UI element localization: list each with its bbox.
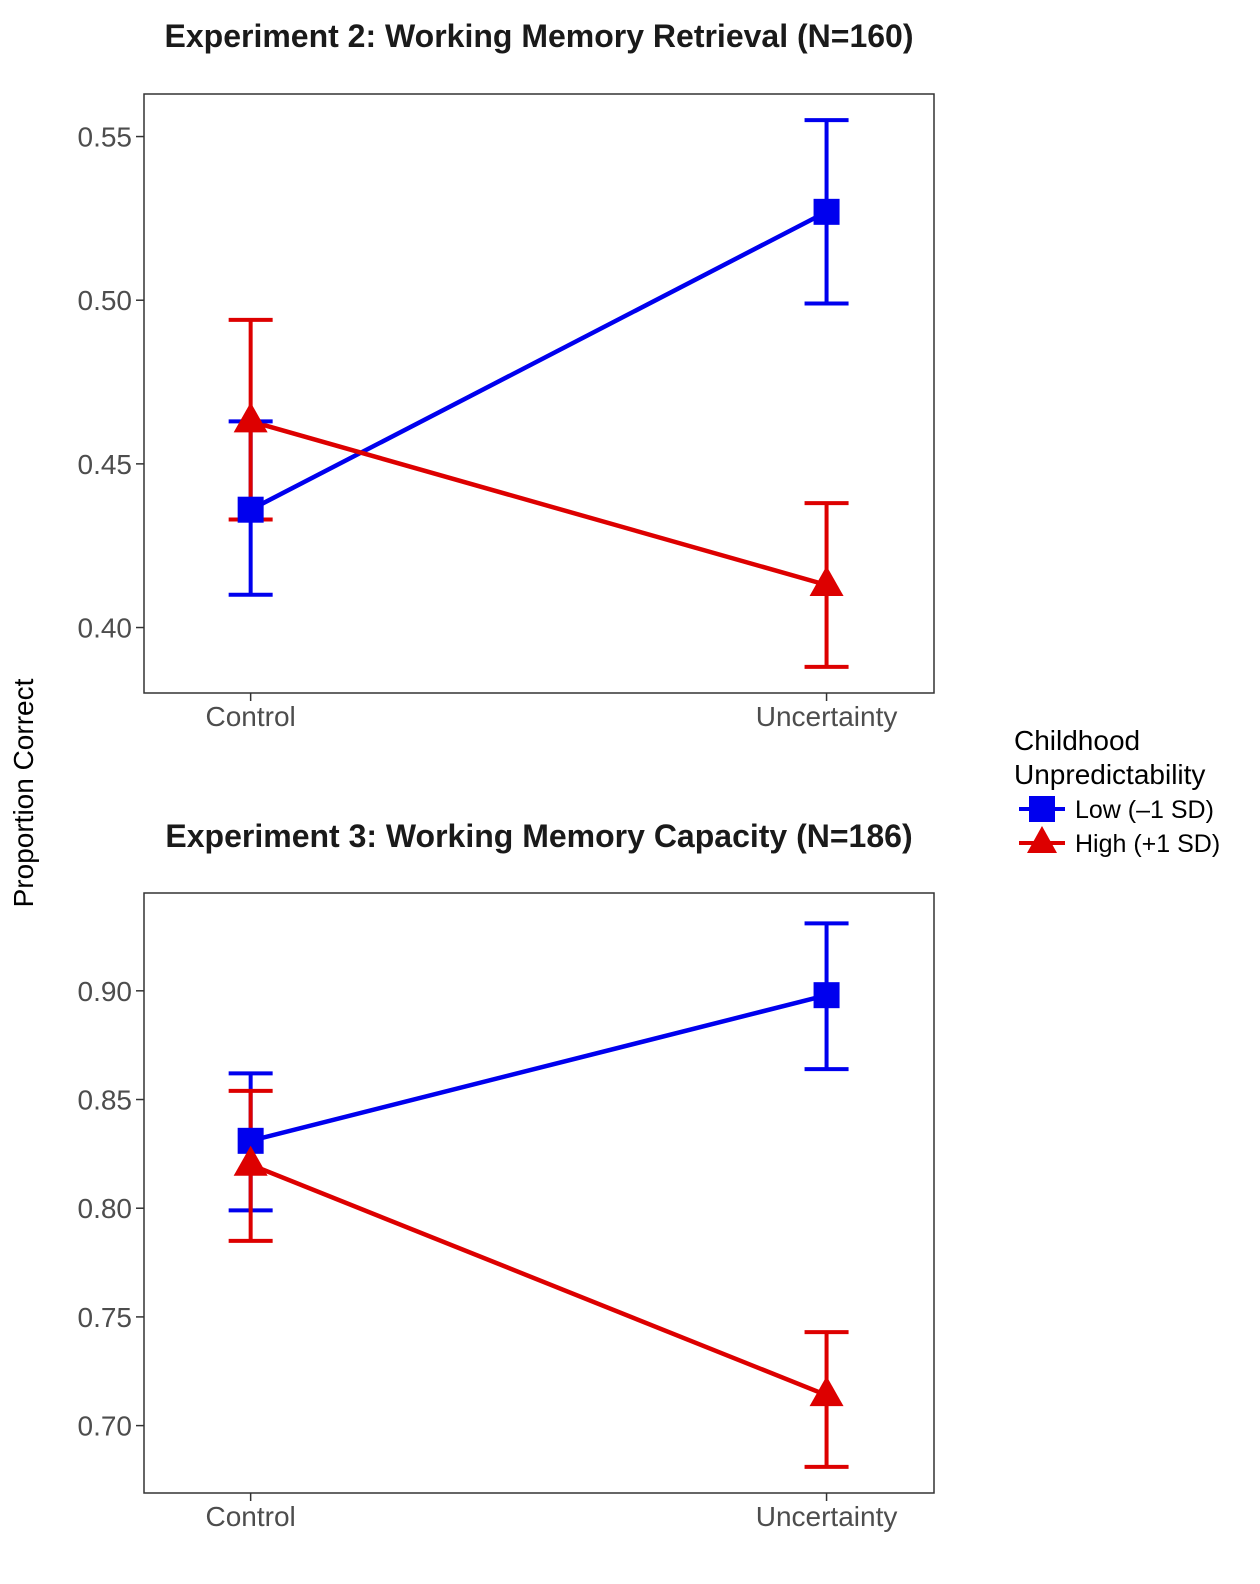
y-tick-label: 0.45 [78,449,133,480]
y-tick-label: 0.80 [78,1193,133,1224]
y-tick-label: 0.75 [78,1302,133,1333]
data-point-high [809,565,844,596]
legend-item-low: Low (–1 SD) [1019,796,1214,824]
y-tick-label: 0.90 [78,976,133,1007]
legend-title-line-1: Childhood [1014,725,1140,756]
legend-key-high-triangle [1027,826,1057,853]
series-line-high [249,1162,828,1398]
data-point-high [233,402,268,433]
legend-label-high: High (+1 SD) [1075,830,1220,858]
x-tick-label: Uncertainty [756,1501,898,1532]
chart-panel-1: Experiment 2: Working Memory Retrieval (… [78,18,935,732]
series-line-high [250,419,828,588]
x-tick-label: Uncertainty [756,701,898,732]
data-point-high [809,1376,844,1407]
series-line-low [249,209,828,512]
legend-item-high: High (+1 SD) [1019,826,1220,858]
plot-panel-border [143,93,935,694]
data-point-low [813,198,840,225]
y-tick-label: 0.50 [78,285,133,316]
legend: Childhood Unpredictability Low (–1 SD) H… [1014,725,1220,858]
panels: Experiment 2: Working Memory Retrieval (… [78,18,935,1532]
chart-title: Experiment 3: Working Memory Capacity (N… [165,818,912,854]
y-axis-label: Proportion Correct [8,678,39,907]
legend-title-line-2: Unpredictability [1014,759,1205,790]
x-tick-label: Control [206,701,296,732]
y-tick-label: 0.55 [78,122,133,153]
data-point-low [237,496,264,523]
y-tick-label: 0.70 [78,1411,133,1442]
legend-key-low-square [1029,796,1055,822]
plot-panel-border [143,892,935,1494]
series-line-low [250,992,828,1144]
data-point-high [233,1145,268,1176]
legend-label-low: Low (–1 SD) [1075,796,1214,824]
y-tick-label: 0.85 [78,1085,133,1116]
chart-panel-2: Experiment 3: Working Memory Capacity (N… [78,818,935,1532]
data-point-low [813,982,840,1009]
x-tick-label: Control [206,1501,296,1532]
y-tick-label: 0.40 [78,613,133,644]
chart-title: Experiment 2: Working Memory Retrieval (… [165,18,914,54]
